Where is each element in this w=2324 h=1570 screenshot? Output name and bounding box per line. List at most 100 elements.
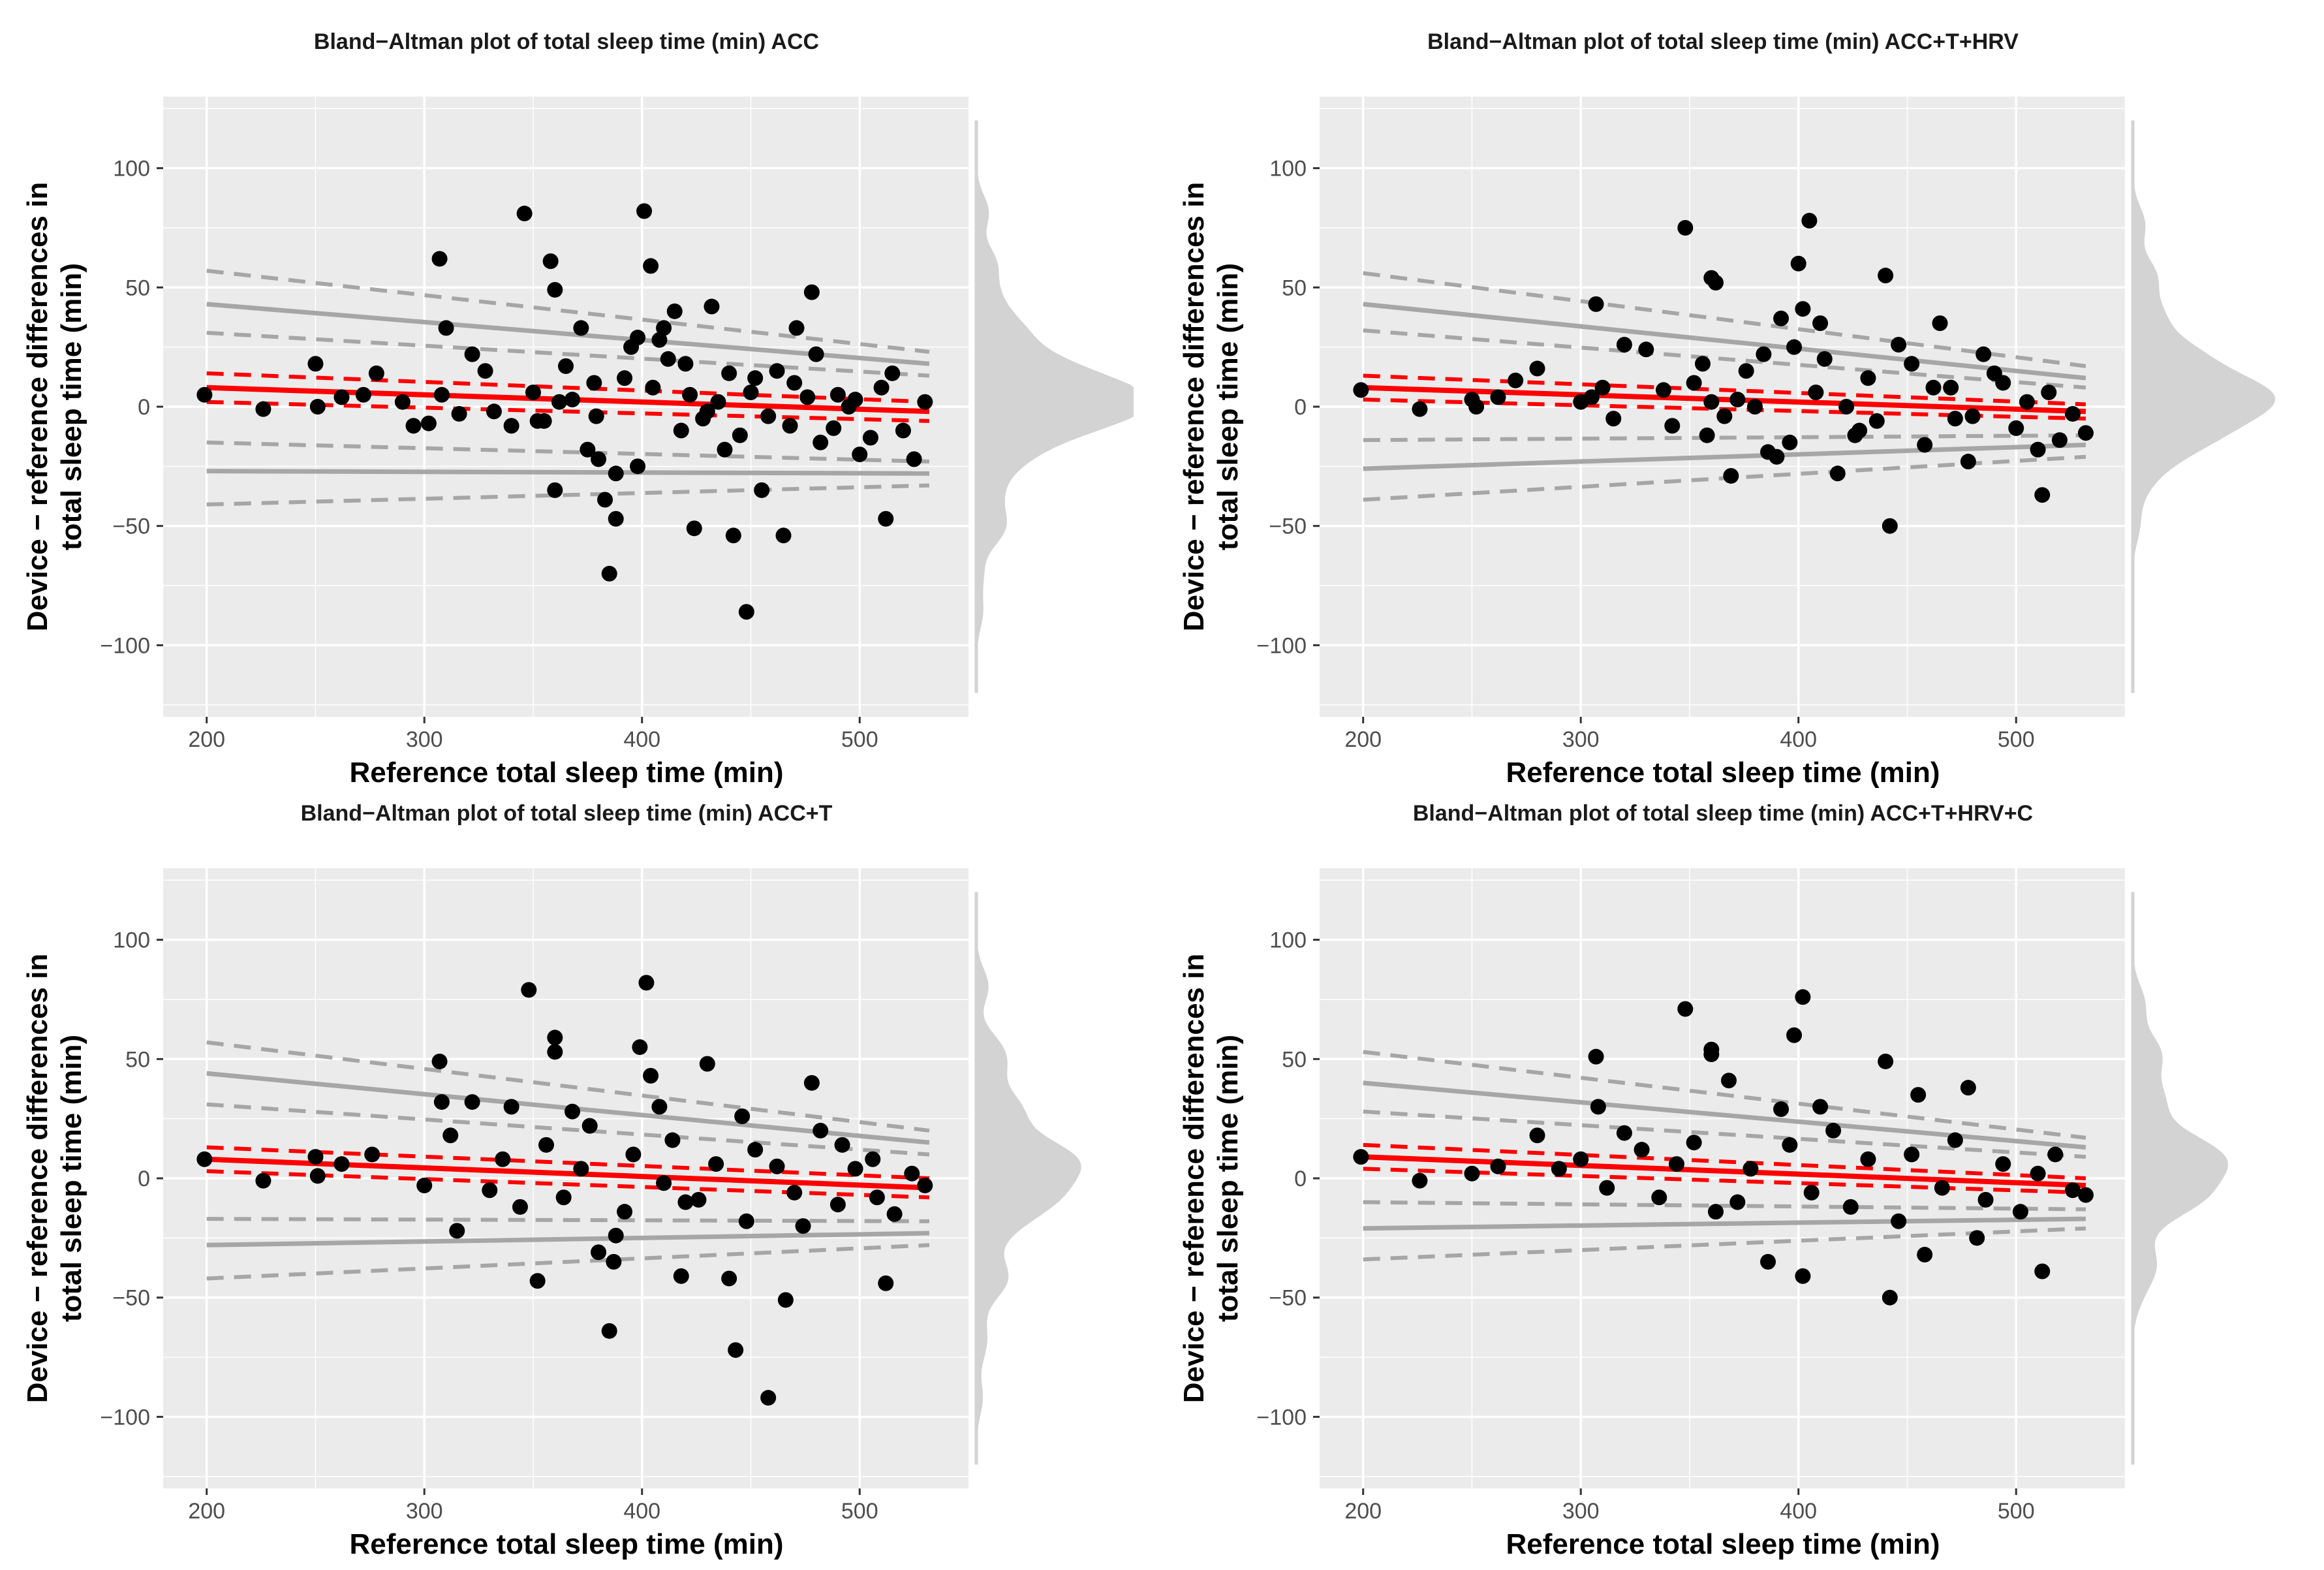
data-point xyxy=(538,1137,554,1153)
data-point xyxy=(636,203,653,219)
marginal-density xyxy=(974,892,1081,1465)
data-point xyxy=(2030,1165,2046,1182)
x-tick-label: 500 xyxy=(841,1499,878,1524)
data-point xyxy=(431,251,448,267)
data-point xyxy=(1769,448,1785,465)
data-point xyxy=(743,385,759,401)
data-point xyxy=(1490,1158,1506,1174)
grid xyxy=(1320,97,2125,717)
x-tick-label: 200 xyxy=(188,727,225,752)
x-tick-label: 200 xyxy=(1344,1499,1382,1524)
data-point xyxy=(1605,411,1622,427)
data-point xyxy=(1508,372,1524,388)
lower-loa-ci-line xyxy=(206,1217,929,1223)
data-point xyxy=(904,1165,920,1182)
data-point xyxy=(2051,432,2068,448)
data-point xyxy=(2064,1182,2081,1199)
data-point xyxy=(878,510,894,527)
data-point xyxy=(813,434,829,450)
lower-loa-line xyxy=(206,1231,930,1248)
data-point xyxy=(2034,487,2051,503)
data-point xyxy=(1960,1080,1976,1096)
data-point xyxy=(1812,1099,1829,1115)
y-tick-label: −100 xyxy=(1256,633,1307,658)
data-point xyxy=(699,1056,715,1072)
data-point xyxy=(1588,1048,1604,1065)
lower-loa-ci-line xyxy=(206,483,930,507)
data-point xyxy=(1795,301,1811,317)
data-point xyxy=(1812,315,1829,332)
data-point xyxy=(1634,1142,1650,1158)
upper-loa-line xyxy=(1363,1080,2086,1150)
data-point xyxy=(725,527,741,544)
marginal-density xyxy=(974,120,1134,693)
lower-loa-ci-line xyxy=(1363,1200,2086,1212)
upper-loa-ci-line xyxy=(206,1040,930,1133)
data-point xyxy=(795,1218,811,1234)
reference-lines xyxy=(206,1040,930,1281)
y-tick-label: −50 xyxy=(112,514,150,539)
data-point xyxy=(2077,425,2094,441)
data-point xyxy=(886,1206,903,1222)
svg-text:total sleep time (min): total sleep time (min) xyxy=(55,263,87,550)
data-point xyxy=(1412,401,1428,417)
lower-loa-ci-line xyxy=(206,1243,930,1281)
data-point xyxy=(573,1161,589,1177)
data-point xyxy=(1773,1101,1789,1118)
data-point xyxy=(1529,1127,1545,1144)
data-point xyxy=(1599,1180,1615,1196)
data-point xyxy=(1825,1122,1842,1138)
data-point xyxy=(664,1132,681,1148)
upper-loa-line xyxy=(1363,302,2086,381)
data-point xyxy=(1842,1199,1859,1215)
data-point xyxy=(309,399,326,415)
svg-text:total sleep time (min): total sleep time (min) xyxy=(1212,1035,1244,1322)
data-point xyxy=(1932,315,1948,332)
data-point xyxy=(333,1156,350,1172)
x-tick-labels: 200 300 400 500 xyxy=(1344,717,2035,752)
data-point xyxy=(1651,1189,1667,1206)
bias-ci-line xyxy=(206,1145,930,1180)
y-tick-label: 100 xyxy=(113,928,150,953)
y-tick-label: −100 xyxy=(100,1405,150,1430)
data-point xyxy=(738,1213,754,1229)
reference-lines xyxy=(206,268,930,507)
data-point xyxy=(516,206,533,222)
bias-line xyxy=(1363,1154,2086,1188)
data-point xyxy=(777,1292,794,1308)
data-point xyxy=(591,451,607,467)
data-point xyxy=(551,394,567,410)
data-point xyxy=(834,1137,850,1153)
y-axis-label: Device − reference differences in total … xyxy=(1178,954,1244,1403)
data-point xyxy=(1588,296,1604,312)
data-point xyxy=(1490,389,1506,405)
data-point xyxy=(1738,363,1754,379)
data-point xyxy=(2064,405,2081,422)
data-point xyxy=(847,392,863,408)
data-point xyxy=(1786,339,1803,355)
data-point xyxy=(1838,399,1855,415)
data-point xyxy=(803,1075,820,1091)
x-tick-label: 400 xyxy=(1780,1499,1817,1524)
data-point xyxy=(1795,989,1811,1005)
data-point xyxy=(1964,408,1981,424)
data-point xyxy=(433,1094,450,1110)
y-axis-label: Device − reference differences in total … xyxy=(22,954,87,1403)
data-point xyxy=(1868,413,1885,429)
data-point xyxy=(1960,454,1976,470)
data-point xyxy=(2008,420,2024,436)
data-point xyxy=(405,418,422,434)
data-point xyxy=(873,379,890,396)
data-point xyxy=(1891,1213,1907,1229)
data-point xyxy=(1816,351,1833,367)
x-tick-label: 300 xyxy=(406,1499,443,1524)
data-point xyxy=(608,510,624,527)
data-point xyxy=(1790,255,1806,272)
y-tick-label: −50 xyxy=(1269,514,1307,539)
data-point xyxy=(333,389,350,405)
lower-loa-ci-line xyxy=(206,440,930,464)
data-point xyxy=(1686,375,1702,391)
data-points xyxy=(196,203,933,620)
y-tick-label: −50 xyxy=(112,1286,150,1311)
data-point xyxy=(852,447,868,463)
